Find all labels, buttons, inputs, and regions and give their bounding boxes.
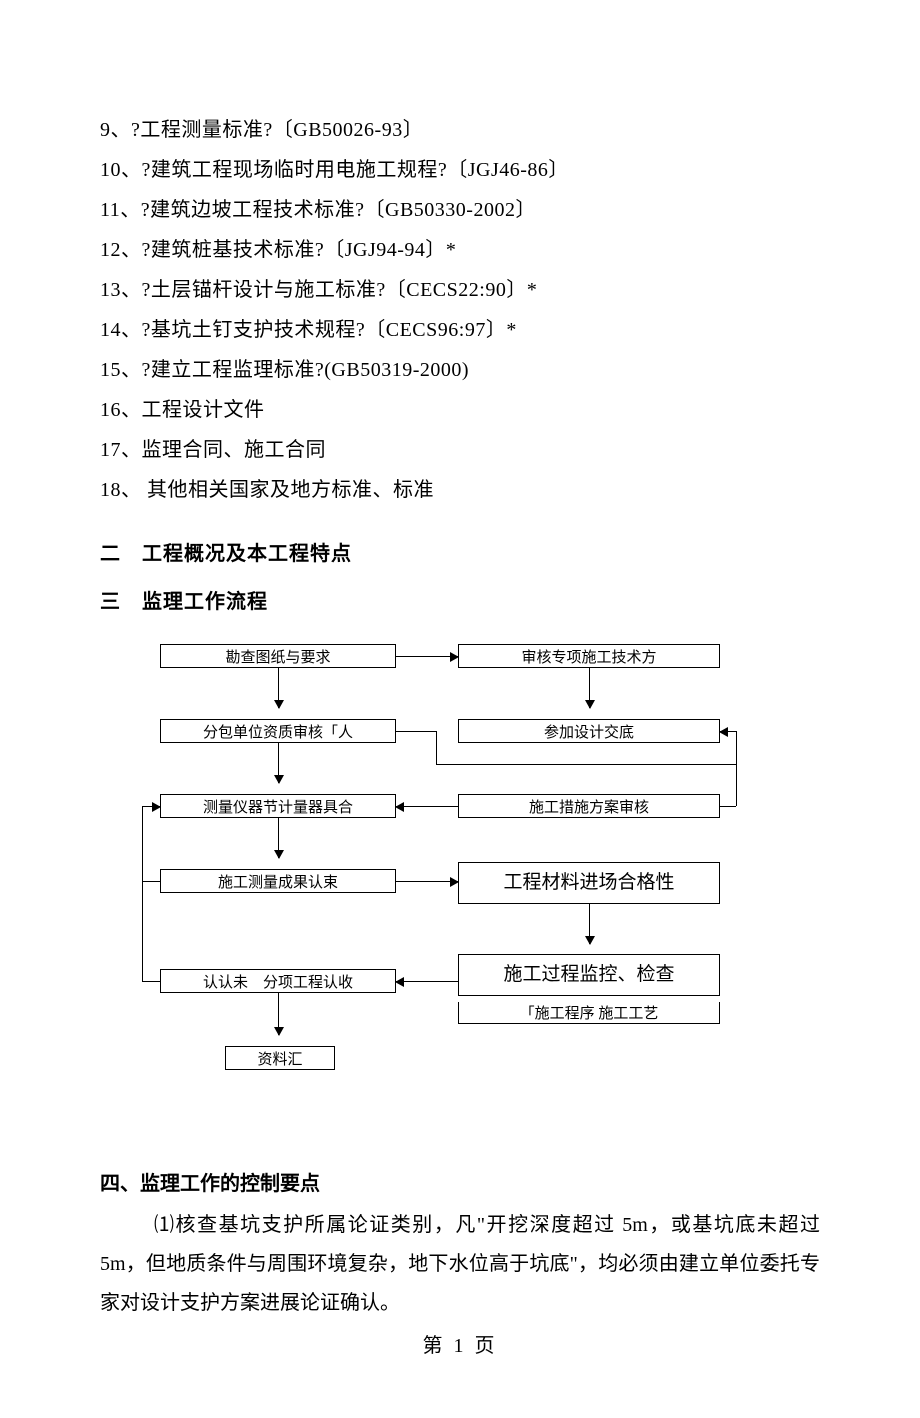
list-item: 14、?基坑土钉支护技术规程?〔CECS96:97〕* — [100, 310, 820, 350]
flow-box-r2: 参加设计交底 — [458, 719, 720, 743]
connector — [436, 731, 437, 764]
flow-box-l4: 施工测量成果认束 — [160, 869, 396, 893]
arrow-l3-l4 — [278, 818, 279, 858]
connector — [142, 881, 160, 882]
standards-list: 9、?工程测量标准?〔GB50026-93〕 10、?建筑工程现场临时用电施工规… — [100, 110, 820, 510]
list-item: 9、?工程测量标准?〔GB50026-93〕 — [100, 110, 820, 150]
connector — [142, 881, 143, 981]
arrow-r1-r2 — [589, 668, 590, 708]
flow-box-r1: 审核专项施工技术方 — [458, 644, 720, 668]
arrow-r3-l3 — [396, 806, 458, 807]
connector — [736, 764, 737, 806]
list-item: 10、?建筑工程现场临时用电施工规程?〔JGJ46-86〕 — [100, 150, 820, 190]
arrow-l2-l3 — [278, 743, 279, 783]
arrow-l4-r4 — [396, 881, 458, 882]
arrow-r5-l5 — [396, 981, 458, 982]
section-4-heading: 四、监理工作的控制要点 — [100, 1162, 820, 1206]
flow-box-l5: 认认未 分项工程认收 — [160, 969, 396, 993]
list-item: 17、监理合同、施工合同 — [100, 430, 820, 470]
arrow-l5-l6 — [278, 993, 279, 1035]
section-3-heading: 三 监理工作流程 — [100, 578, 820, 626]
arrow-into-r2 — [720, 731, 736, 732]
arrow-r4-r5 — [589, 904, 590, 944]
arrow-l1-l2 — [278, 668, 279, 708]
connector — [720, 806, 736, 807]
flow-box-r3: 施工措施方案审核 — [458, 794, 720, 818]
page-number: 第 1 页 — [100, 1329, 820, 1358]
flow-box-l6: 资料汇 — [225, 1046, 335, 1070]
paragraph-1: ⑴核查基坑支护所属论证类别，凡"开挖深度超过 5m，或基坑底未超过 5m，但地质… — [100, 1206, 820, 1323]
flow-box-l1: 勘查图纸与要求 — [160, 644, 396, 668]
supervision-flowchart: 勘查图纸与要求 审核专项施工技术方 分包单位资质审核「人 参加设计交底 测量仪器… — [130, 644, 740, 1144]
list-item: 16、工程设计文件 — [100, 390, 820, 430]
list-item: 13、?土层锚杆设计与施工标准?〔CECS22:90〕* — [100, 270, 820, 310]
list-item: 18、 其他相关国家及地方标准、标准 — [100, 470, 820, 510]
arrow-l1-r1 — [396, 656, 458, 657]
connector — [436, 764, 736, 765]
flow-box-r4: 工程材料进场合格性 — [458, 862, 720, 904]
flow-box-l2: 分包单位资质审核「人 — [160, 719, 396, 743]
section-2-heading: 二 工程概况及本工程特点 — [100, 530, 820, 578]
list-item: 11、?建筑边坡工程技术标准?〔GB50330-2002〕 — [100, 190, 820, 230]
arrow-into-l3 — [142, 806, 160, 807]
flow-box-l3: 测量仪器节计量器具合 — [160, 794, 396, 818]
flow-box-r5b: 「施工程序 施工工艺 — [458, 1002, 720, 1024]
connector — [736, 731, 737, 764]
list-item: 12、?建筑桩基技术标准?〔JGJ94-94〕* — [100, 230, 820, 270]
connector — [396, 731, 436, 732]
flow-box-r5a: 施工过程监控、检查 — [458, 954, 720, 996]
connector — [142, 981, 160, 982]
connector — [142, 806, 143, 881]
list-item: 15、?建立工程监理标准?(GB50319-2000) — [100, 350, 820, 390]
